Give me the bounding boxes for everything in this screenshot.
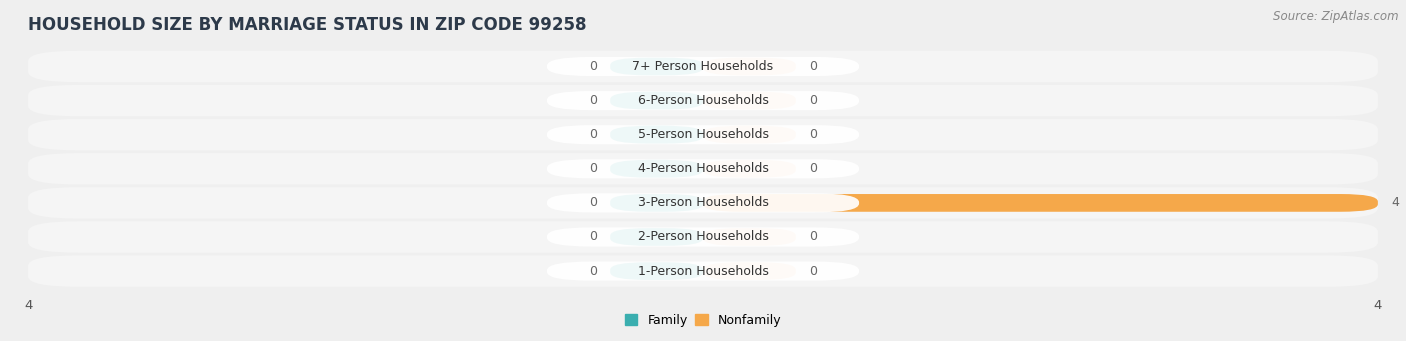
Text: 0: 0 xyxy=(810,94,817,107)
Text: 1-Person Households: 1-Person Households xyxy=(637,265,769,278)
Text: HOUSEHOLD SIZE BY MARRIAGE STATUS IN ZIP CODE 99258: HOUSEHOLD SIZE BY MARRIAGE STATUS IN ZIP… xyxy=(28,16,586,34)
Text: 0: 0 xyxy=(589,231,596,243)
FancyBboxPatch shape xyxy=(703,58,796,75)
FancyBboxPatch shape xyxy=(28,153,1378,184)
FancyBboxPatch shape xyxy=(703,160,796,178)
Legend: Family, Nonfamily: Family, Nonfamily xyxy=(620,309,786,332)
Text: 0: 0 xyxy=(810,265,817,278)
FancyBboxPatch shape xyxy=(28,85,1378,116)
FancyBboxPatch shape xyxy=(610,262,703,280)
Text: 0: 0 xyxy=(589,265,596,278)
FancyBboxPatch shape xyxy=(547,193,859,212)
FancyBboxPatch shape xyxy=(703,228,796,246)
Text: 0: 0 xyxy=(589,94,596,107)
FancyBboxPatch shape xyxy=(703,92,796,109)
Text: 7+ Person Households: 7+ Person Households xyxy=(633,60,773,73)
Text: 0: 0 xyxy=(589,128,596,141)
Text: 6-Person Households: 6-Person Households xyxy=(637,94,769,107)
Text: 0: 0 xyxy=(810,128,817,141)
Text: 0: 0 xyxy=(589,162,596,175)
FancyBboxPatch shape xyxy=(547,227,859,247)
Text: 0: 0 xyxy=(810,231,817,243)
FancyBboxPatch shape xyxy=(610,126,703,144)
FancyBboxPatch shape xyxy=(610,58,703,75)
Text: 5-Person Households: 5-Person Households xyxy=(637,128,769,141)
FancyBboxPatch shape xyxy=(28,119,1378,150)
FancyBboxPatch shape xyxy=(703,194,1378,212)
FancyBboxPatch shape xyxy=(703,126,796,144)
Text: 0: 0 xyxy=(589,196,596,209)
Text: 0: 0 xyxy=(810,60,817,73)
FancyBboxPatch shape xyxy=(547,159,859,178)
FancyBboxPatch shape xyxy=(28,221,1378,253)
FancyBboxPatch shape xyxy=(547,262,859,281)
FancyBboxPatch shape xyxy=(610,92,703,109)
Text: 2-Person Households: 2-Person Households xyxy=(637,231,769,243)
Text: 4-Person Households: 4-Person Households xyxy=(637,162,769,175)
Text: 0: 0 xyxy=(589,60,596,73)
FancyBboxPatch shape xyxy=(610,194,703,212)
FancyBboxPatch shape xyxy=(547,57,859,76)
FancyBboxPatch shape xyxy=(28,255,1378,287)
FancyBboxPatch shape xyxy=(28,187,1378,219)
FancyBboxPatch shape xyxy=(28,51,1378,82)
Text: 0: 0 xyxy=(810,162,817,175)
Text: Source: ZipAtlas.com: Source: ZipAtlas.com xyxy=(1274,10,1399,23)
FancyBboxPatch shape xyxy=(610,228,703,246)
Text: 4: 4 xyxy=(1392,196,1399,209)
FancyBboxPatch shape xyxy=(547,91,859,110)
FancyBboxPatch shape xyxy=(703,262,796,280)
FancyBboxPatch shape xyxy=(547,125,859,144)
Text: 3-Person Households: 3-Person Households xyxy=(637,196,769,209)
FancyBboxPatch shape xyxy=(610,160,703,178)
